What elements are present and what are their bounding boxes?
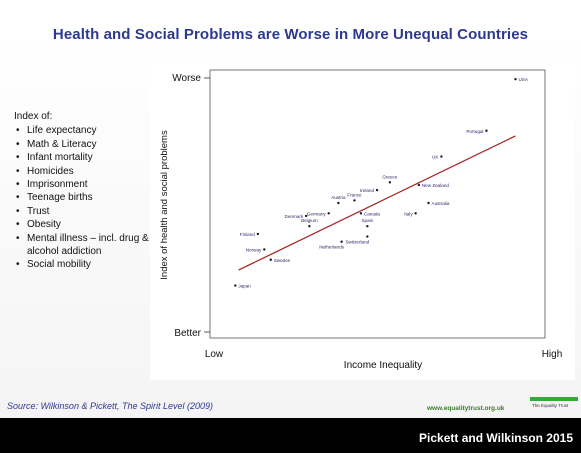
logo-bar — [530, 397, 578, 401]
point-norway — [263, 248, 266, 251]
x-tick-label-high: High — [542, 349, 563, 360]
trend-line — [238, 135, 516, 271]
point-label-france: France — [347, 192, 362, 197]
index-item-homicides: Homicides — [14, 165, 149, 179]
point-usa — [514, 77, 517, 81]
index-item-teenage-births: Teenage births — [14, 191, 149, 205]
point-switzerland — [366, 235, 369, 238]
point-sweden — [269, 258, 272, 261]
index-item-social-mobility: Social mobility — [14, 258, 149, 272]
point-label-ireland: Ireland — [360, 188, 374, 193]
point-portugal — [485, 129, 488, 132]
point-denmark — [304, 214, 308, 218]
x-tick-label-low: Low — [205, 349, 224, 360]
source-prefix: Source: Wilkinson & Pickett, — [7, 401, 122, 411]
point-label-austria: Austria — [331, 195, 346, 200]
index-list: Life expectancy Math & Literacy Infant m… — [14, 124, 149, 272]
index-panel: Index of: Life expectancy Math & Literac… — [14, 110, 149, 272]
index-item-obesity: Obesity — [14, 218, 149, 232]
point-label-finland: Finland — [240, 232, 256, 237]
point-italy — [414, 212, 417, 215]
point-label-norway: Norway — [246, 247, 262, 252]
point-france — [353, 199, 356, 202]
point-uk — [440, 155, 443, 158]
point-ireland — [375, 188, 379, 192]
point-label-usa: USA — [518, 77, 528, 82]
point-greece — [388, 181, 392, 184]
point-canada — [359, 212, 363, 215]
point-label-canada: Canada — [364, 211, 381, 216]
y-tick-label-worse: Worse — [172, 73, 201, 84]
website-link[interactable]: www.equalitytrust.org.uk — [427, 405, 505, 412]
point-label-belgium: Belgium — [301, 218, 318, 223]
point-finland — [256, 232, 260, 236]
slide: Health and Social Problems are Worse in … — [0, 0, 581, 418]
point-label-uk: UK — [432, 155, 439, 160]
index-item-life-expectancy: Life expectancy — [14, 124, 149, 138]
logo-text: The Equality Trust — [532, 403, 569, 408]
point-japan — [234, 284, 237, 287]
point-label-switzerland: Switzerland — [345, 240, 369, 245]
index-item-trust: Trust — [14, 205, 149, 219]
video-caption: Pickett and Wilkinson 2015 — [419, 431, 573, 445]
slide-title: Health and Social Problems are Worse in … — [52, 26, 529, 43]
index-item-mental-illness: Mental illness – incl. drug & alcohol ad… — [14, 232, 149, 259]
point-belgium — [308, 225, 311, 228]
index-heading: Index of: — [14, 111, 53, 122]
x-axis-label: Income Inequality — [344, 360, 422, 371]
point-netherlands — [340, 240, 343, 243]
plot-frame — [209, 69, 546, 339]
index-item-infant-mortality: Infant mortality — [14, 151, 149, 165]
source-suffix: (2009) — [184, 401, 214, 411]
point-label-greece: Greece — [382, 174, 398, 179]
point-label-spain: Spain — [361, 218, 373, 223]
point-new-zealand — [417, 183, 421, 187]
scatter-chart: Worse Better Low High Income Inequality … — [150, 62, 575, 380]
point-label-new-zealand: New Zealand — [422, 183, 450, 188]
point-label-japan: Japan — [238, 284, 251, 289]
point-label-italy: Italy — [404, 211, 413, 216]
plot-background — [150, 62, 575, 380]
data-points: USA Portugal UK New Zealand Greece Ireland Aus… — [234, 77, 529, 289]
index-item-math-literacy: Math & Literacy — [14, 138, 149, 152]
index-item-imprisonment: Imprisonment — [14, 178, 149, 192]
source-book: The Spirit Level — [121, 401, 185, 411]
point-austria — [337, 201, 340, 205]
y-tick-label-better: Better — [174, 328, 201, 339]
equality-trust-logo: The Equality Trust — [530, 397, 578, 415]
point-label-denmark: Denmark — [285, 214, 304, 219]
source-note: Source: Wilkinson & Pickett, The Spirit … — [7, 401, 213, 411]
point-germany — [327, 212, 330, 215]
point-label-germany: Germany — [307, 211, 327, 216]
point-label-australia: Australia — [432, 201, 450, 206]
point-australia — [427, 201, 430, 205]
y-axis-label: Index of health and social problems — [159, 130, 170, 280]
point-label-sweden: Sweden — [274, 258, 291, 263]
point-label-portugal: Portugal — [466, 129, 483, 134]
point-spain — [366, 225, 369, 228]
point-label-netherlands: Netherlands — [319, 245, 344, 250]
y-axis-ticks — [204, 77, 210, 333]
